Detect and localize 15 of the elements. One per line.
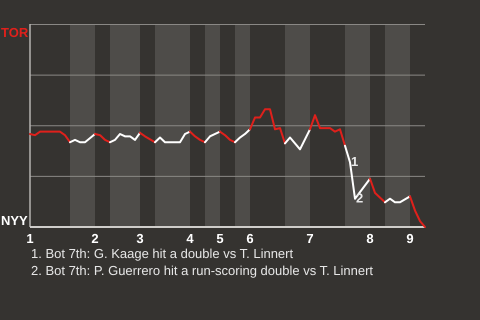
- text: NYY: [1, 213, 28, 228]
- text: 1. Bot 7th: G. Kaage hit a double vs T. Linnert: [31, 246, 294, 261]
- x-tick-label: 1: [26, 231, 34, 246]
- annotation: 1: [351, 154, 358, 170]
- annotation: 2: [356, 190, 364, 206]
- x-tick-label: 9: [406, 231, 414, 246]
- x-tick-label: 4: [186, 231, 194, 246]
- x-tick-label: 2: [91, 231, 99, 246]
- x-tick-label: 5: [216, 231, 224, 246]
- x-tick-label: 6: [246, 231, 254, 246]
- text: 2. Bot 7th: P. Guerrero hit a run-scoring double vs T. Linnert: [31, 263, 374, 278]
- x-tick-label: 7: [306, 231, 314, 246]
- x-tick-label: 3: [136, 231, 144, 246]
- x-tick-label: 8: [366, 231, 374, 246]
- text: TOR: [1, 25, 29, 40]
